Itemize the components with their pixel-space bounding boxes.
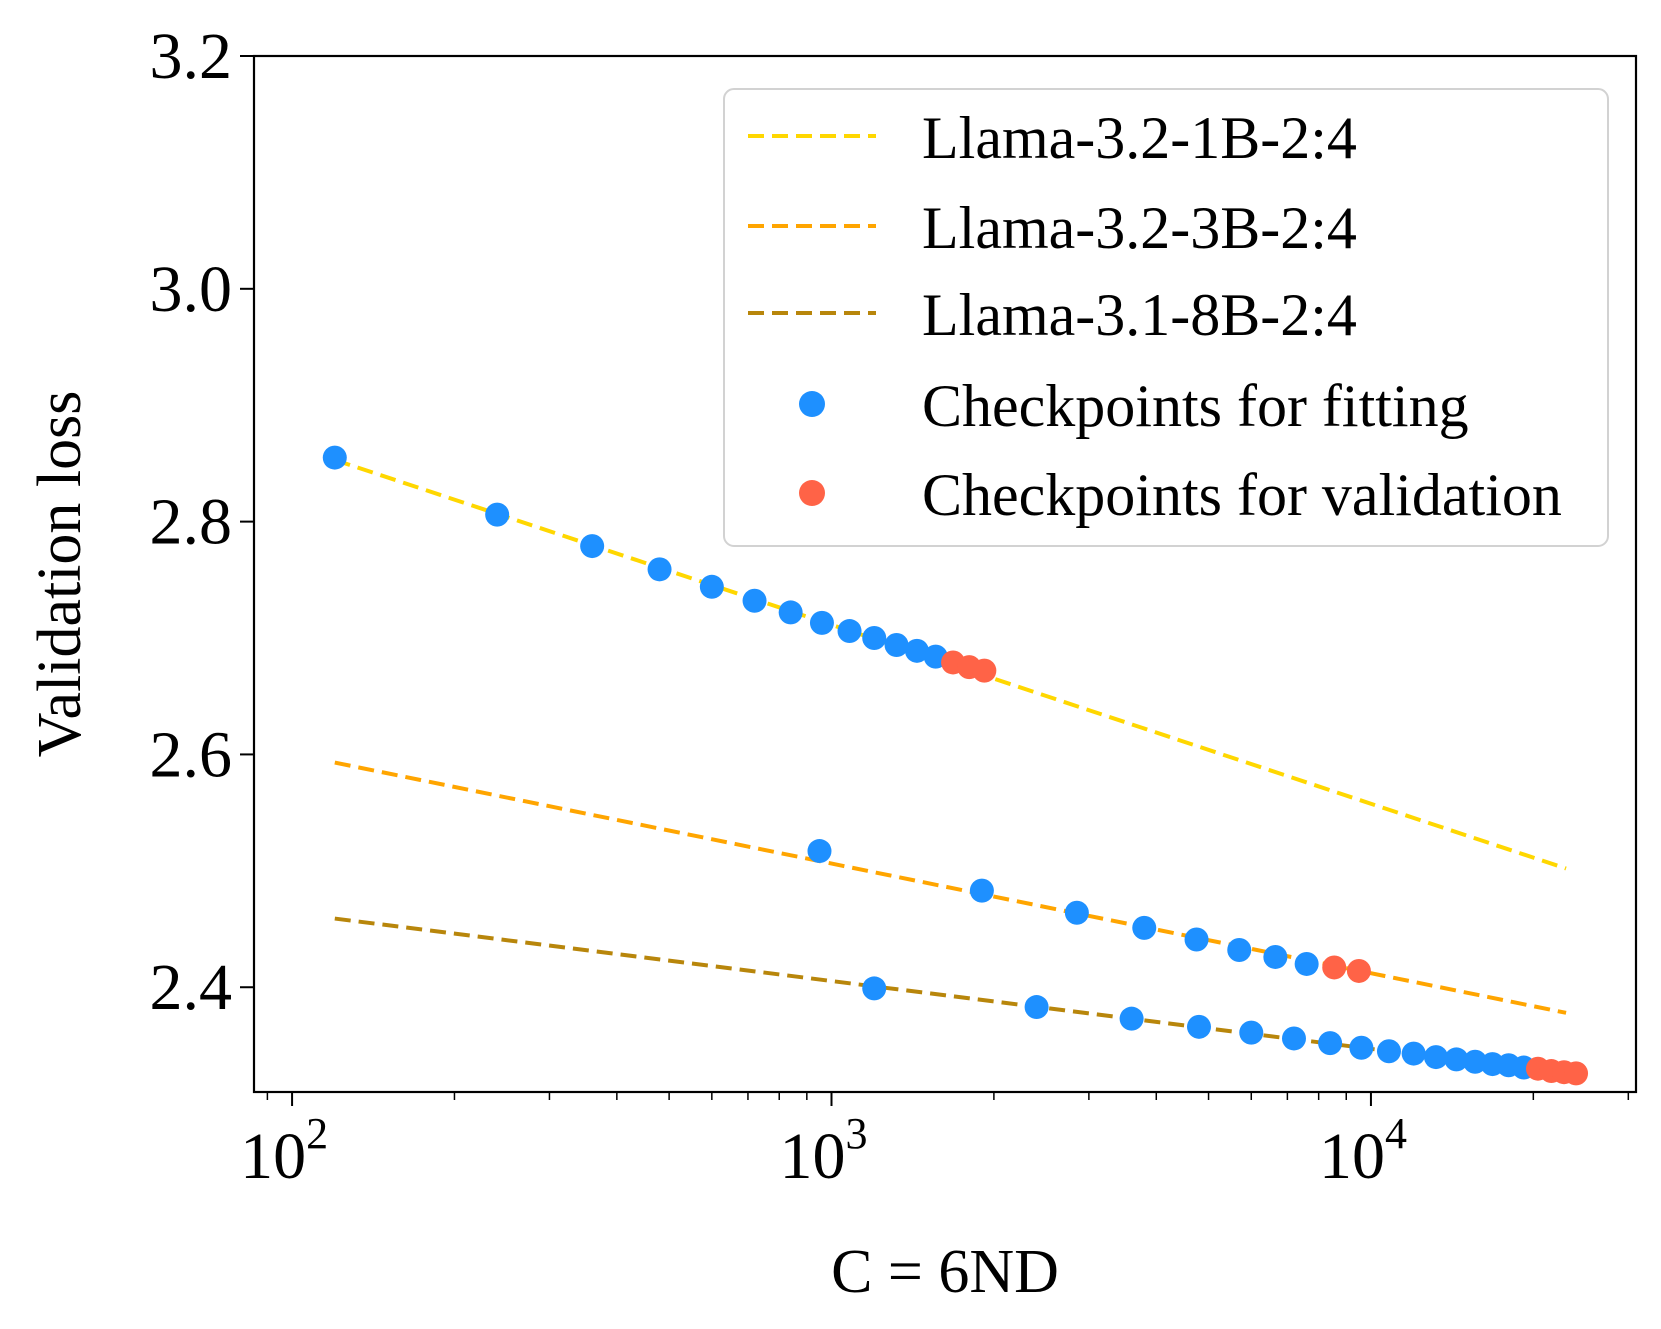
legend-label: Llama-3.2-1B-2:4: [922, 105, 1357, 171]
data-point: [972, 658, 997, 683]
data-point: [1132, 915, 1157, 940]
legend-marker-swatch: [799, 391, 825, 417]
data-point: [969, 878, 994, 903]
data-point: [1119, 1006, 1144, 1031]
y-tick-label: 2.8: [150, 486, 233, 559]
x-axis-label: C = 6ND: [831, 1238, 1059, 1306]
legend-label: Llama-3.2-3B-2:4: [922, 195, 1357, 261]
legend-marker-swatch: [799, 480, 825, 506]
data-point: [1376, 1039, 1401, 1064]
data-point: [1227, 937, 1252, 962]
data-point: [322, 445, 347, 470]
data-point: [1322, 955, 1347, 980]
y-tick-label: 3.0: [150, 253, 233, 326]
x-tick-label: 103: [780, 1109, 868, 1193]
data-point: [1318, 1031, 1343, 1056]
data-point: [1263, 944, 1288, 969]
data-point: [485, 502, 510, 527]
data-point: [884, 633, 909, 658]
data-point: [1186, 1014, 1211, 1039]
points-layer: [322, 445, 1589, 1086]
x-tick-label: 104: [1319, 1109, 1407, 1193]
data-point: [1024, 995, 1049, 1020]
legend-box: [723, 88, 1609, 547]
data-point: [778, 600, 803, 625]
y-axis-label: Validation loss: [26, 391, 94, 758]
data-point: [699, 574, 724, 599]
data-point: [1184, 927, 1209, 952]
data-point: [647, 557, 672, 582]
data-point: [1239, 1020, 1264, 1045]
data-point: [807, 839, 832, 864]
legend-label: Checkpoints for validation: [922, 462, 1562, 528]
data-point: [1401, 1041, 1426, 1066]
data-point: [862, 626, 887, 651]
data-point: [809, 610, 834, 635]
data-point: [1349, 1035, 1374, 1060]
data-point: [1423, 1045, 1448, 1070]
data-point: [1444, 1047, 1469, 1072]
data-point: [862, 976, 887, 1001]
legend-label: Checkpoints for fitting: [922, 373, 1469, 439]
y-tick-label: 2.6: [150, 718, 233, 791]
tick-layer: 2.4 2.6 2.8 3.0 3.2 102 103 104: [150, 20, 1630, 1193]
data-point: [1281, 1026, 1306, 1051]
data-point: [837, 619, 862, 644]
data-point: [742, 588, 767, 613]
y-tick-label: 2.4: [150, 951, 233, 1024]
data-point: [1294, 951, 1319, 976]
data-point: [580, 534, 605, 559]
fitting-points: [322, 445, 1536, 1080]
validation-points: [941, 650, 1589, 1086]
plot-frame: [252, 54, 1638, 1094]
legend: Llama-3.2-1B-2:4 Llama-3.2-3B-2:4 Llama-3.…: [723, 88, 1609, 547]
data-point: [1346, 958, 1371, 983]
data-point: [904, 638, 929, 663]
x-tick-label: 102: [240, 1109, 328, 1193]
data-point: [1564, 1061, 1589, 1086]
data-point: [1064, 900, 1089, 925]
legend-label: Llama-3.1-8B-2:4: [922, 282, 1357, 348]
y-tick-label: 3.2: [150, 20, 233, 93]
